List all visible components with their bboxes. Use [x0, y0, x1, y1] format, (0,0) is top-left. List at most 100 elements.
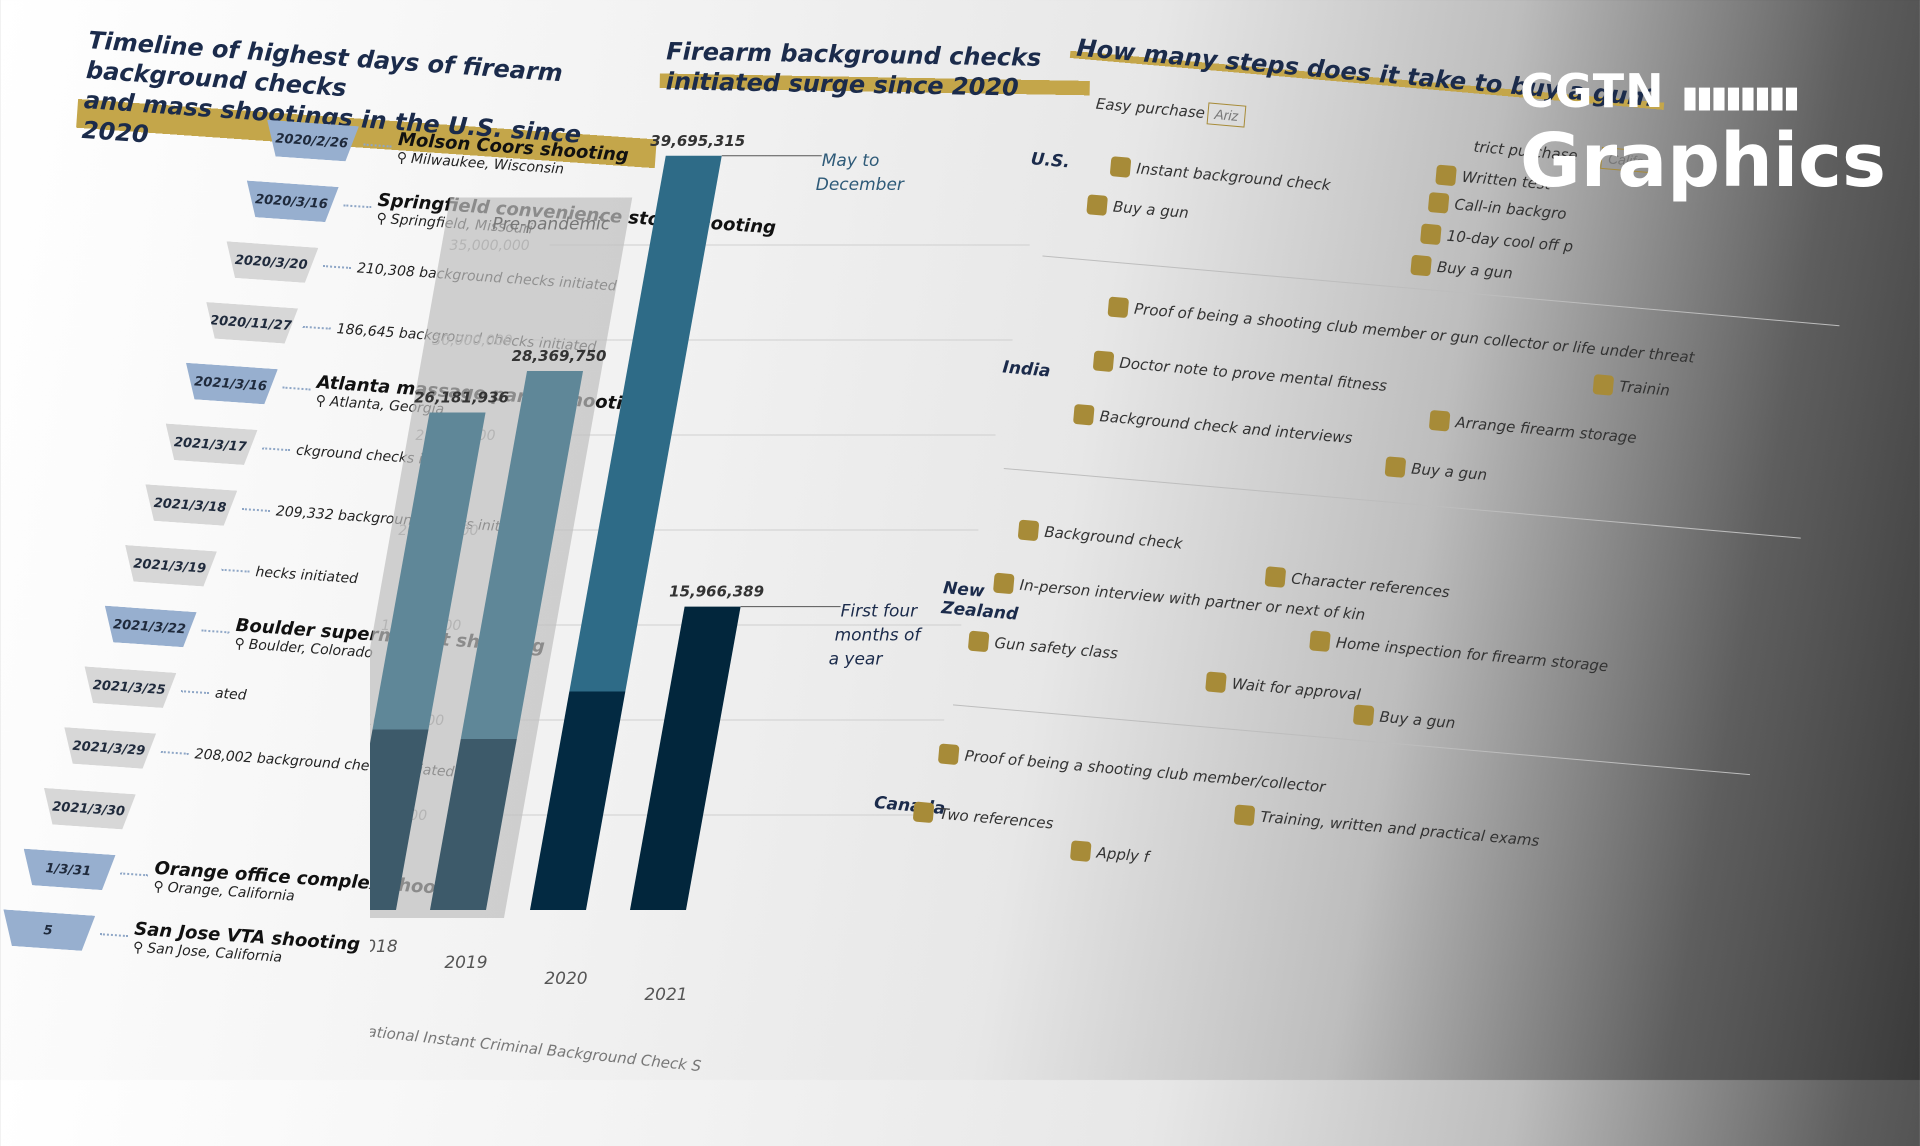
gun-icon — [1384, 456, 1407, 478]
us-strict-step-4: Buy a gun — [1410, 254, 1513, 284]
gun-icon — [1410, 254, 1432, 277]
source-text: Source: U.S. National Instant Criminal B… — [370, 1011, 702, 1075]
gun-icon — [1086, 194, 1108, 216]
india-step-4: Arrange firearm storage — [1428, 409, 1638, 448]
timeline-item: 5 San Jose VTA shooting ⚲ San Jose, Califor… — [1, 907, 361, 972]
interview-icon — [1072, 403, 1095, 426]
apply-icon — [1069, 840, 1092, 862]
connector-dots — [241, 507, 270, 512]
nz-step-4: Home inspection for firearm storage — [1309, 630, 1609, 676]
india-step-1: Proof of being a shooting club member or… — [1107, 296, 1695, 367]
fingerprint-icon — [1017, 519, 1040, 542]
connector-dots — [302, 325, 331, 330]
easy-state-box: Ariz — [1206, 102, 1247, 128]
chart-panel: Firearm background checks initiated surg… — [260, 36, 1091, 1080]
india-step-2: Trainin — [1592, 374, 1671, 401]
x-category-label: 2021 — [644, 985, 687, 1005]
connector-dots — [323, 265, 352, 270]
country-india: India — [1001, 357, 1052, 382]
india-step-5: Background check and interviews — [1072, 403, 1353, 448]
reference-icon — [912, 801, 935, 824]
reference-icon — [1264, 566, 1287, 588]
bar-upper-segment — [460, 370, 584, 739]
home-icon — [1309, 630, 1331, 652]
bar-icon: ▮▮▮▮▮▮▮▮ — [1681, 80, 1800, 115]
date-chip: 5 — [1, 909, 95, 951]
bar-lower-segment — [530, 691, 626, 910]
x-category-label: 2019 — [444, 953, 487, 973]
annotation-line: December — [816, 175, 905, 195]
connector-dots — [262, 447, 291, 452]
date-chip: 2020/3/16 — [244, 181, 338, 223]
date-chip: 2021/3/30 — [41, 788, 135, 830]
date-chip: 2020/3/20 — [224, 241, 318, 283]
canada-step-2: Training, written and practical exams — [1233, 804, 1540, 851]
date-chip: 2020/2/26 — [265, 120, 359, 162]
canada-step-4: Apply f — [1069, 840, 1150, 867]
annotation-line: First four — [841, 602, 919, 622]
us-easy-step-2: Buy a gun — [1086, 194, 1189, 223]
connector-dots — [343, 204, 372, 209]
event-info: San Jose VTA shooting ⚲ San Jose, Californ… — [133, 918, 361, 971]
date-chip: 2021/3/19 — [123, 545, 217, 587]
date-chip: 2020/11/27 — [204, 302, 298, 344]
easy-purchase-label: Easy purchase — [1095, 94, 1206, 123]
timeline-item: 2021/3/30 — [41, 786, 136, 832]
event-note: hecks initiated — [255, 564, 359, 588]
timeline-item: 2021/3/19 hecks initiated — [122, 543, 359, 599]
connector-dots — [201, 629, 230, 634]
connector-dots — [181, 690, 210, 695]
timeline-item: 2021/3/25 ated — [82, 664, 248, 715]
bar-value-label: 39,695,315 — [650, 132, 745, 150]
gun-icon — [1352, 704, 1375, 727]
connector-dots — [99, 933, 128, 938]
country-us: U.S. — [1029, 149, 1071, 173]
location-pin-icon: ⚲ — [152, 878, 165, 895]
clipboard-icon — [1592, 374, 1615, 396]
band-label: Pre-pandemic — [492, 215, 610, 235]
us-strict-step-3: 10-day cool off p — [1420, 223, 1574, 256]
test-icon — [1435, 164, 1457, 187]
chart-title: Firearm background checks initiated surg… — [659, 36, 1091, 104]
location-pin-icon: ⚲ — [315, 392, 327, 410]
bar-lower-segment — [430, 739, 517, 910]
fingerprint-icon — [1109, 156, 1132, 178]
date-chip: 2021/3/17 — [163, 423, 257, 465]
india-step-3: Doctor note to prove mental fitness — [1092, 350, 1388, 396]
storage-icon — [1428, 409, 1451, 432]
connector-dots — [282, 386, 311, 391]
class-icon — [967, 630, 990, 653]
nz-step-6: Wait for approval — [1205, 671, 1361, 704]
bar-value-label: 26,181,936 — [414, 389, 509, 407]
india-step-6: Buy a gun — [1384, 456, 1488, 485]
bar-chart: 5,000,00010,000,00015,000,00020,000,0002… — [260, 132, 1030, 1075]
connector-dots — [120, 872, 149, 877]
hourglass-icon — [1420, 223, 1442, 246]
bar-value-label: 28,369,750 — [512, 347, 607, 365]
interview-icon — [992, 572, 1015, 595]
doctor-note-icon — [1092, 350, 1115, 373]
x-category-label: 2018 — [370, 937, 398, 957]
date-chip: 2021/3/22 — [102, 606, 196, 648]
annotation-line: May to — [822, 151, 880, 171]
date-chip: 2021/3/29 — [62, 727, 156, 769]
location-pin-icon: ⚲ — [132, 938, 144, 956]
location-pin-icon: ⚲ — [233, 635, 246, 653]
x-category-label: 2020 — [544, 969, 587, 989]
logo-line-1: CGTN ▮▮▮▮▮▮▮▮ — [1520, 64, 1800, 118]
bar-upper-segment — [372, 412, 486, 730]
nz-step-7: Buy a gun — [1352, 704, 1456, 733]
annotation-line: months of — [835, 626, 924, 646]
connector-dots — [160, 750, 189, 755]
id-card-icon — [937, 743, 960, 766]
event-note: ated — [214, 685, 248, 704]
chart-plot: 5,000,00010,000,00015,000,00020,000,0002… — [260, 132, 1030, 1075]
bar — [630, 606, 741, 910]
people-icon — [1427, 191, 1450, 214]
nz-step-2: Character references — [1264, 566, 1451, 602]
date-chip: 2021/3/16 — [183, 363, 277, 405]
logo-line-2: Graphics — [1520, 118, 1887, 204]
connector-dots — [221, 568, 250, 573]
date-chip: 2021/3/18 — [143, 484, 237, 526]
approval-icon — [1205, 671, 1227, 694]
